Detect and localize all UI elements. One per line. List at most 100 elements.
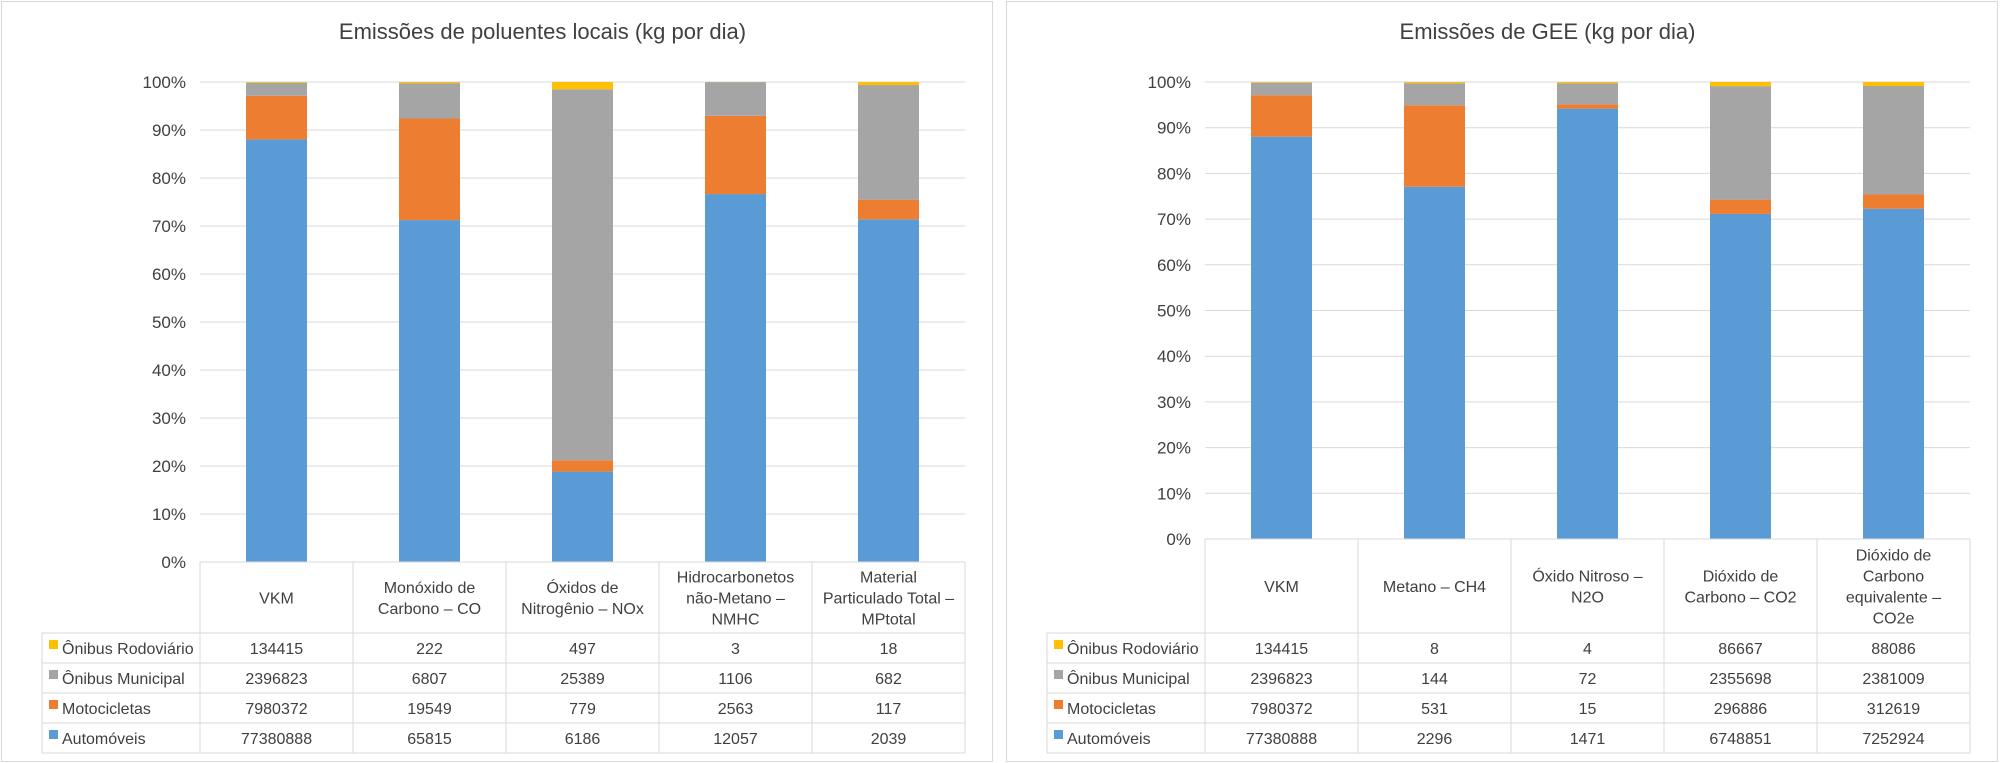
bar-segment <box>246 95 307 140</box>
category-label: VKM <box>1264 579 1299 596</box>
table-cell: 15 <box>1579 701 1597 718</box>
y-tick-label: 20% <box>1157 439 1191 458</box>
bar-segment <box>1557 104 1618 109</box>
y-tick-label: 70% <box>1157 210 1191 229</box>
category-label: Hidrocarbonetos <box>677 570 794 587</box>
category-label: Monóxido de <box>384 580 476 597</box>
category-label: CO2e <box>1873 611 1915 628</box>
bar-segment <box>246 139 307 562</box>
table-cell: 682 <box>875 671 902 688</box>
bar-segment <box>1863 86 1924 195</box>
bar-segment <box>858 85 919 200</box>
category-label: não-Metano – <box>686 591 785 608</box>
y-tick-label: 100% <box>1148 73 1191 92</box>
bar-segment <box>1404 105 1465 187</box>
legend-label: Automóveis <box>62 731 146 748</box>
y-tick-label: 30% <box>152 409 186 428</box>
y-tick-label: 60% <box>152 265 186 284</box>
bar-segment <box>1710 213 1771 540</box>
bar-segment <box>1404 82 1465 84</box>
table-cell: 1471 <box>1570 731 1606 748</box>
table-cell: 4 <box>1583 641 1592 658</box>
table-cell: 18 <box>880 641 898 658</box>
table-cell: 2396823 <box>1250 671 1312 688</box>
y-tick-label: 40% <box>1157 347 1191 366</box>
legend-label: Motocicletas <box>1067 701 1156 718</box>
legend-key <box>1054 640 1063 649</box>
chart-title: Emissões de poluentes locais (kg por dia… <box>339 19 746 44</box>
chart-panel-local-pollutants: Emissões de poluentes locais (kg por dia… <box>1 1 993 762</box>
bar-segment <box>552 460 613 472</box>
table-cell: 1106 <box>718 671 753 688</box>
table-cell: 25389 <box>560 671 605 688</box>
table-cell: 222 <box>416 641 443 658</box>
bar-segment <box>1251 82 1312 83</box>
bar-segment <box>552 82 613 90</box>
bar-segment <box>1863 208 1924 539</box>
y-tick-label: 0% <box>161 553 186 572</box>
y-tick-label: 90% <box>152 121 186 140</box>
bar-segment <box>1710 199 1771 214</box>
table-cell: 86667 <box>1718 641 1763 658</box>
bar-segment <box>552 89 613 461</box>
y-tick-label: 30% <box>1157 393 1191 412</box>
table-cell: 12057 <box>713 731 758 748</box>
legend-key <box>49 730 58 739</box>
table-cell: 312619 <box>1867 701 1920 718</box>
table-cell: 497 <box>569 641 596 658</box>
legend-label: Ônibus Municipal <box>1067 669 1190 688</box>
legend-key <box>1054 700 1063 709</box>
y-tick-label: 50% <box>152 313 186 332</box>
bar-segment <box>705 194 766 562</box>
bar-segment <box>858 199 919 220</box>
category-label: Óxido Nitroso – <box>1532 567 1642 586</box>
legend-label: Ônibus Rodoviário <box>1067 639 1199 658</box>
y-tick-label: 20% <box>152 457 186 476</box>
table-cell: 6186 <box>565 731 601 748</box>
legend-label: Ônibus Municipal <box>62 669 185 688</box>
legend-key <box>49 700 58 709</box>
table-cell: 6748851 <box>1709 731 1771 748</box>
y-tick-label: 90% <box>1157 119 1191 138</box>
category-label: Dióxido de <box>1856 548 1932 565</box>
bar-segment <box>399 82 460 84</box>
table-cell: 134415 <box>250 641 303 658</box>
bar-segment <box>705 82 766 116</box>
chart-local-pollutants: Emissões de poluentes locais (kg por dia… <box>41 19 966 754</box>
legend-key <box>49 670 58 679</box>
table-cell: 134415 <box>1255 641 1308 658</box>
category-label: VKM <box>259 591 294 608</box>
y-tick-label: 10% <box>1157 484 1191 503</box>
table-cell: 2381009 <box>1862 671 1924 688</box>
table-cell: 144 <box>1421 671 1448 688</box>
table-cell: 531 <box>1421 701 1448 718</box>
category-label: NMHC <box>712 612 760 629</box>
bar-segment <box>399 118 460 221</box>
category-label: Dióxido de <box>1703 569 1779 586</box>
table-cell: 3 <box>731 641 740 658</box>
table-cell: 296886 <box>1714 701 1767 718</box>
category-label: equivalente – <box>1846 590 1941 607</box>
legend-label: Motocicletas <box>62 701 151 718</box>
legend-label: Ônibus Rodoviário <box>62 639 194 658</box>
bar-segment <box>1251 95 1312 137</box>
table-cell: 117 <box>876 701 902 718</box>
bar-segment <box>1557 82 1618 84</box>
bar-segment <box>399 220 460 562</box>
bar-segment <box>1710 86 1771 200</box>
chart-ghg: Emissões de GEE (kg por dia) 0% 10% 20% 30% 4… <box>1046 19 1971 754</box>
y-tick-label: 0% <box>1166 530 1191 549</box>
table-cell: 8 <box>1430 641 1439 658</box>
y-tick-label: 60% <box>1157 256 1191 275</box>
table-cell: 7980372 <box>1250 701 1312 718</box>
bar-segment <box>1251 136 1312 540</box>
category-label: Óxidos de <box>546 578 618 597</box>
table-cell: 2563 <box>718 701 754 718</box>
bar-segment <box>705 115 766 195</box>
legend-key <box>1054 730 1063 739</box>
chart-title: Emissões de GEE (kg por dia) <box>1400 19 1696 44</box>
table-cell: 77380888 <box>241 731 312 748</box>
table-cell: 88086 <box>1871 641 1916 658</box>
table-cell: 2296 <box>1417 731 1453 748</box>
bar-segment <box>1557 108 1618 539</box>
